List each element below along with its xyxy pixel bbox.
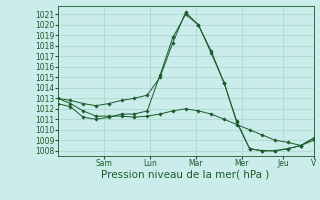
X-axis label: Pression niveau de la mer( hPa ): Pression niveau de la mer( hPa ) [101,170,270,180]
